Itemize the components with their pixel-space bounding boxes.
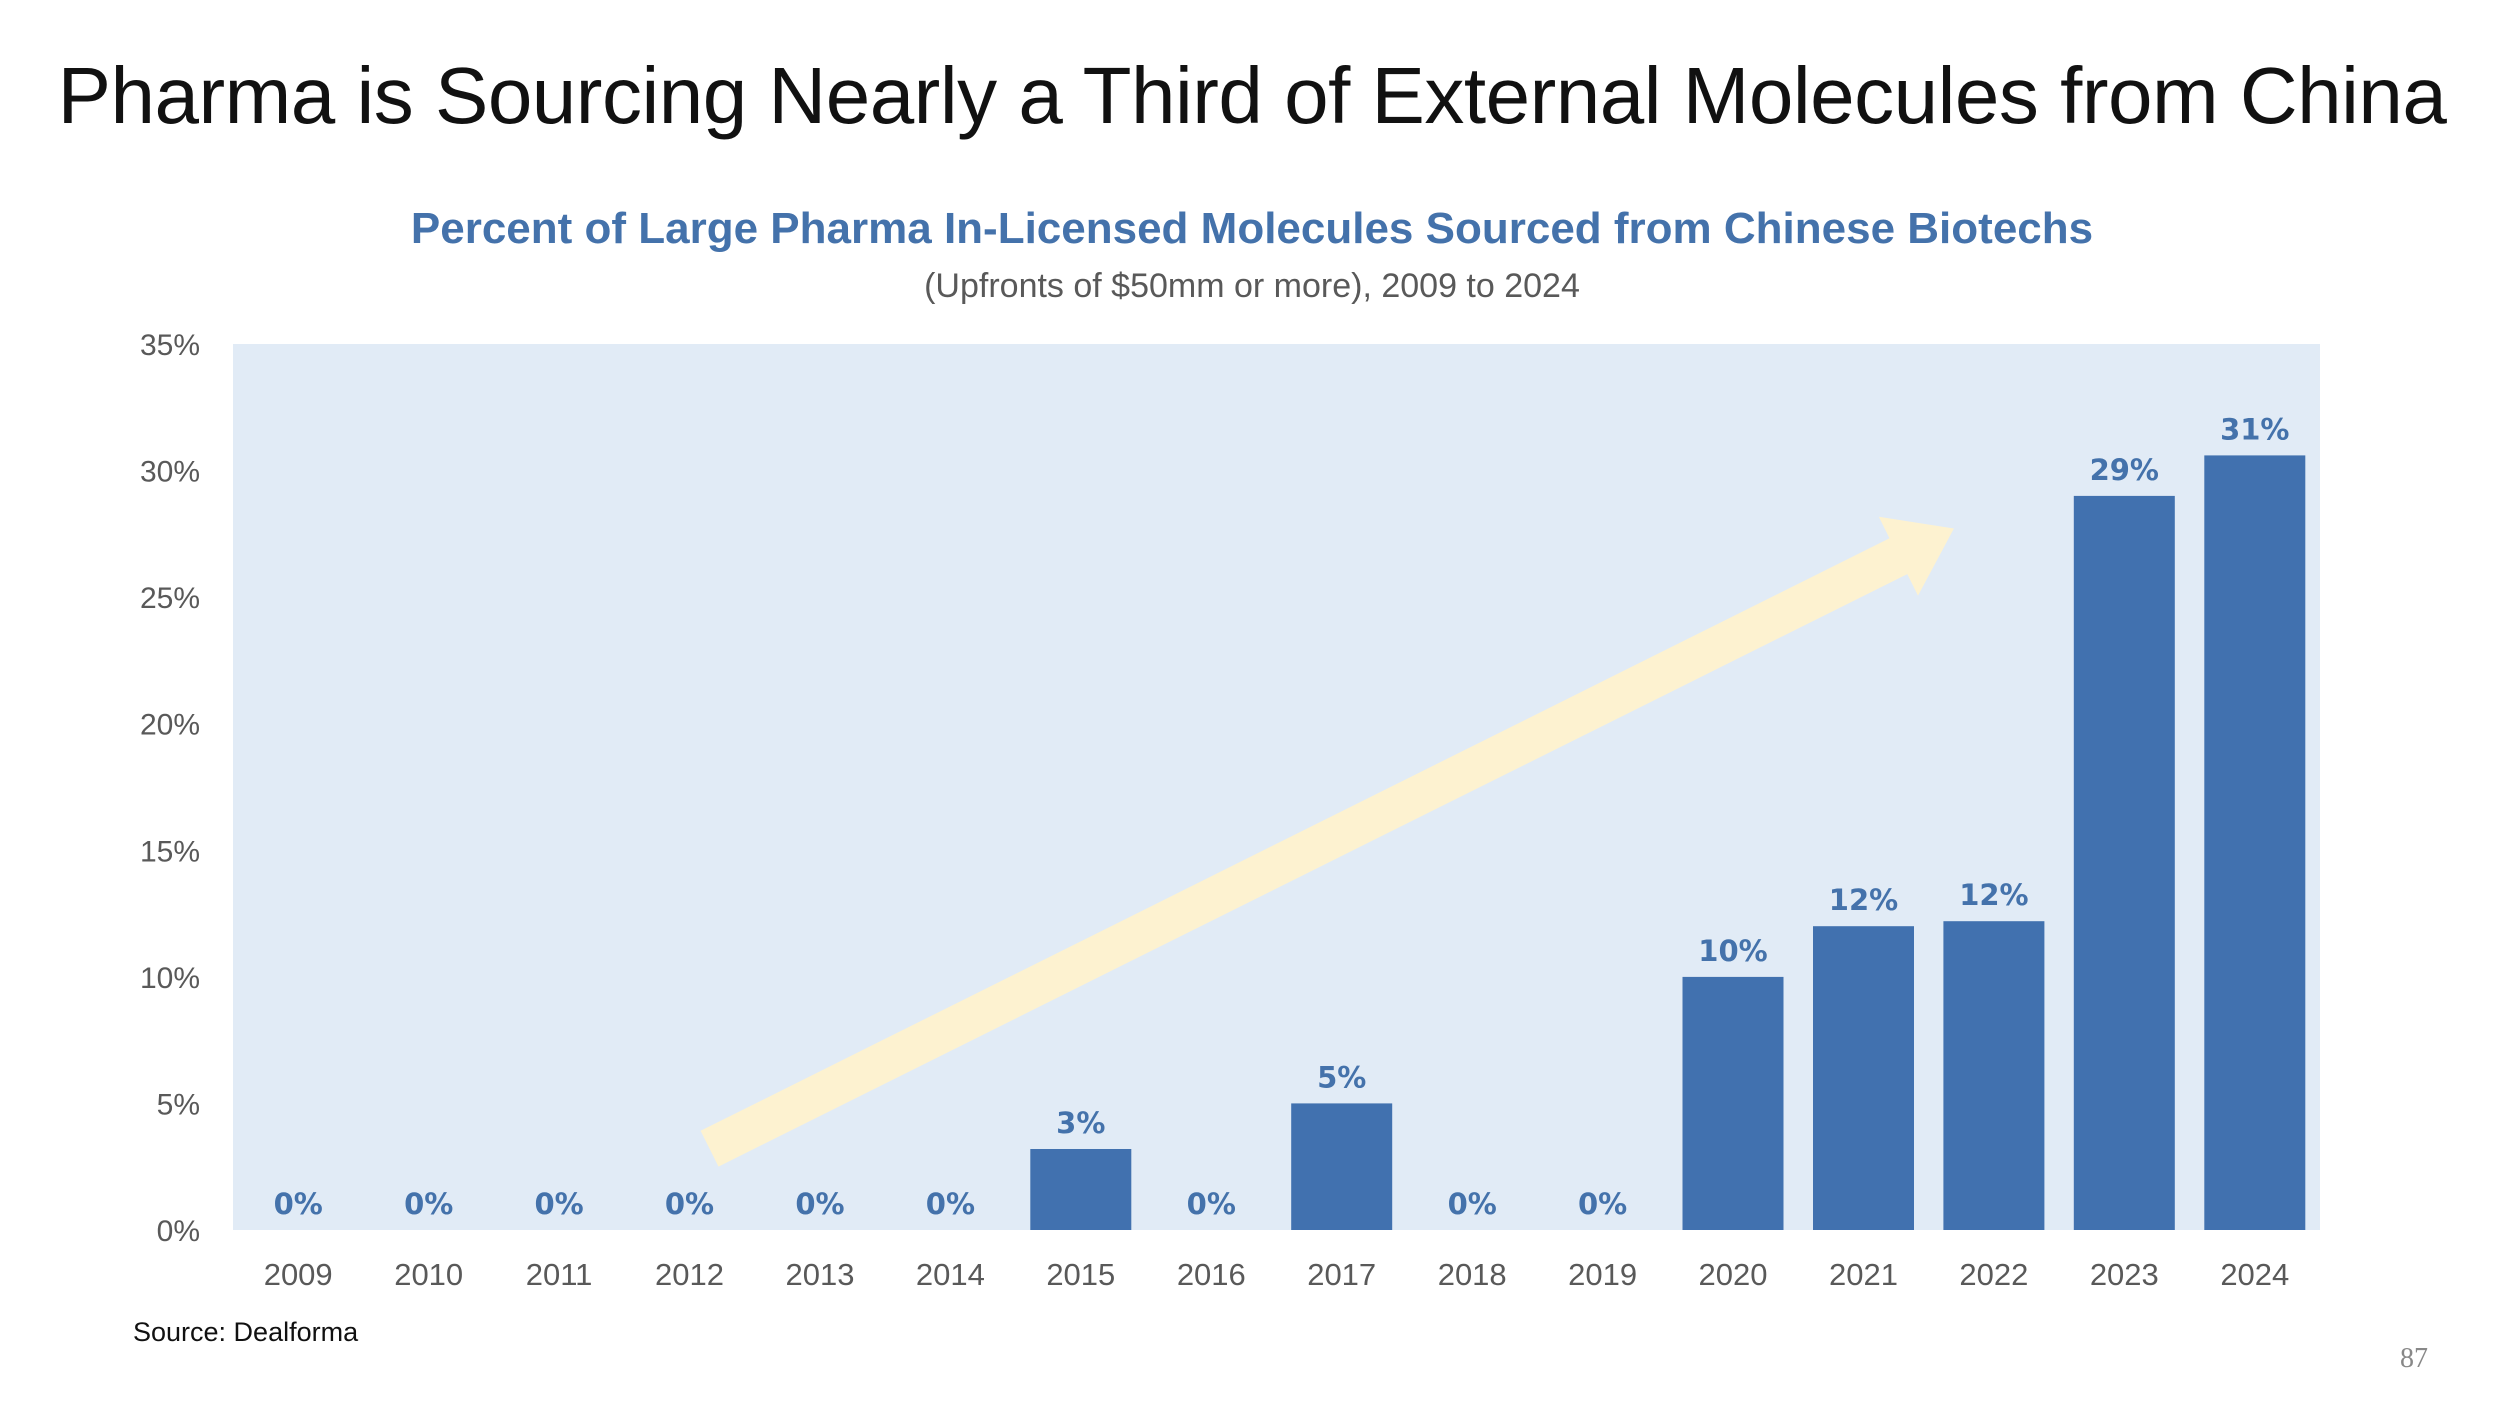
y-tick-label: 15% [140,835,200,868]
bar-2020 [1682,976,1784,1230]
y-axis: 0% 5% 10% 15% 20% 25% 30% 35% [140,329,200,1248]
x-tick-label-2016: 2016 [1177,1257,1246,1292]
chart-title: Percent of Large Pharma In-Licensed Mole… [410,204,2094,253]
y-tick-label: 25% [140,582,200,615]
data-label-2013: 0% [795,1187,844,1221]
data-label-2010: 0% [404,1187,453,1221]
bar-2023 [2073,495,2175,1230]
data-label-2018: 0% [1448,1187,1497,1221]
x-tick-label-2014: 2014 [916,1257,985,1292]
data-label-2016: 0% [1187,1187,1236,1221]
trend-arrow-layer [700,516,1954,1167]
data-label-2012: 0% [665,1187,714,1221]
slide-title: Pharma is Sourcing Nearly a Third of Ext… [57,51,2447,140]
x-tick-label-2024: 2024 [2220,1257,2289,1292]
bar-2017 [1291,1103,1393,1230]
x-tick-label-2013: 2013 [786,1257,855,1292]
y-tick-label: 10% [140,962,200,995]
x-tick-label-2009: 2009 [264,1257,333,1292]
data-label-2009: 0% [274,1187,323,1221]
x-tick-label-2023: 2023 [2090,1257,2159,1292]
y-tick-label: 20% [140,709,200,742]
y-tick-label: 35% [140,329,200,362]
x-tick-label-2019: 2019 [1568,1257,1637,1292]
bars-layer [1030,455,2306,1230]
x-tick-label-2020: 2020 [1699,1257,1768,1292]
bar-2022 [1943,921,2045,1230]
data-label-2020: 10% [1698,934,1767,968]
y-tick-label: 0% [157,1215,200,1248]
data-labels-layer: 0% 0% 0% 0% 0% 0% 3% 0% 5% 0% 0% 10% 12% 12% 29% 31% [274,412,2290,1221]
x-tick-label-2012: 2012 [655,1257,724,1292]
x-tick-label-2015: 2015 [1046,1257,1115,1292]
x-tick-label-2011: 2011 [526,1257,593,1292]
trend-arrow [700,516,1954,1167]
x-tick-label-2022: 2022 [1959,1257,2028,1292]
bar-2015 [1030,1149,1132,1230]
x-tick-label-2010: 2010 [394,1257,463,1292]
data-label-2022: 12% [1959,878,2028,912]
y-tick-label: 30% [140,456,200,489]
data-label-2023: 29% [2090,453,2159,487]
bar-2024 [2204,455,2306,1230]
data-label-2017: 5% [1317,1060,1366,1094]
data-label-2024: 31% [2220,412,2289,446]
y-tick-label: 5% [157,1088,200,1121]
chart-subtitle: (Upfronts of $50mm or more), 2009 to 202… [924,267,1580,305]
x-tick-label-2017: 2017 [1307,1257,1376,1292]
source-note: Source: Dealforma [133,1317,359,1347]
data-label-2019: 0% [1578,1187,1627,1221]
bar-2021 [1813,926,1914,1230]
data-label-2014: 0% [926,1187,975,1221]
data-label-2011: 0% [534,1187,583,1221]
data-label-2015: 3% [1056,1106,1105,1140]
x-tick-label-2021: 2021 [1829,1257,1898,1292]
x-axis: 2009 2010 2011 2012 2013 2014 2015 2016 2017 2018… [264,1257,2290,1292]
page-number: 87 [2400,1343,2428,1374]
x-tick-label-2018: 2018 [1438,1257,1507,1292]
data-label-2021: 12% [1829,883,1898,917]
